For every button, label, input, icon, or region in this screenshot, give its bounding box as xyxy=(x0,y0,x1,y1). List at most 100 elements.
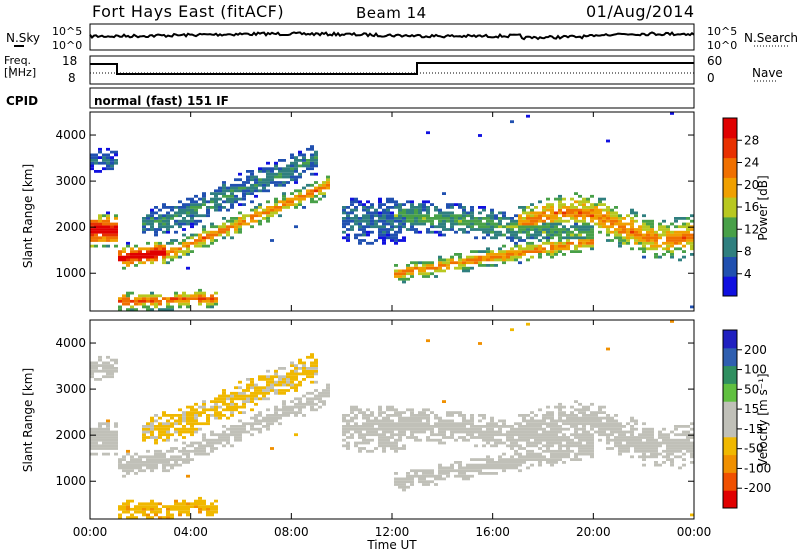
power-cell xyxy=(162,225,166,229)
velocity-cell xyxy=(358,408,362,412)
velocity-cell xyxy=(666,452,670,456)
power-cell xyxy=(222,192,226,195)
nave-lo: 0 xyxy=(707,71,715,85)
power-cell xyxy=(546,239,550,242)
power-cell xyxy=(254,206,258,209)
power-cell xyxy=(250,178,254,182)
power-cell xyxy=(94,161,98,165)
power-cell xyxy=(582,225,586,229)
power-cell xyxy=(106,217,110,220)
power-cell xyxy=(386,228,390,231)
power-cell xyxy=(346,219,350,223)
power-cell xyxy=(510,247,514,251)
power-cell xyxy=(314,200,318,204)
power-cell xyxy=(398,208,402,212)
power-cell xyxy=(374,214,378,218)
velocity-cell xyxy=(422,411,426,414)
velocity-cell xyxy=(514,449,518,453)
power-cell xyxy=(242,203,246,206)
power-cell xyxy=(554,225,558,229)
velocity-cell xyxy=(106,433,110,437)
velocity-cell xyxy=(426,414,430,417)
power-cell xyxy=(302,197,306,201)
power-cell xyxy=(550,236,554,240)
power-cell xyxy=(190,241,194,245)
velocity-cell xyxy=(202,408,206,412)
velocity-cell xyxy=(126,472,130,475)
power-cell xyxy=(354,206,358,209)
power-cell xyxy=(390,200,394,204)
power-cell xyxy=(186,214,190,218)
power-cell xyxy=(574,222,578,226)
velocity-cell xyxy=(546,433,550,437)
power-cell xyxy=(306,164,310,168)
power-cell xyxy=(534,214,538,218)
power-cell xyxy=(590,211,594,215)
velocity-colorbar-tick-label: 100 xyxy=(744,363,767,377)
velocity-cell xyxy=(542,430,546,434)
power-cell xyxy=(122,250,126,253)
power-cell xyxy=(582,208,586,212)
power-cell xyxy=(438,266,442,270)
power-cell xyxy=(442,228,446,231)
velocity-cell xyxy=(654,441,658,445)
velocity-cell xyxy=(110,436,114,439)
velocity-cell xyxy=(634,449,638,453)
velocity-cell xyxy=(546,461,550,464)
velocity-cell xyxy=(406,472,410,475)
velocity-cell xyxy=(550,427,554,431)
power-cell xyxy=(534,247,538,251)
power-cell xyxy=(526,214,530,218)
velocity-cell xyxy=(418,416,422,420)
velocity-cell xyxy=(362,436,366,439)
power-cell xyxy=(158,299,162,303)
power-cell xyxy=(410,272,414,276)
power-cell xyxy=(538,244,542,248)
power-cell xyxy=(158,247,162,251)
power-cell xyxy=(558,197,562,201)
velocity-cell xyxy=(690,427,694,431)
velocity-cell xyxy=(406,425,410,428)
power-cell xyxy=(550,219,554,223)
power-cell xyxy=(162,203,166,206)
power-cell xyxy=(170,208,174,212)
velocity-cell xyxy=(490,444,494,448)
velocity-cell xyxy=(282,405,286,409)
power-cell xyxy=(178,206,182,209)
power-cell xyxy=(442,233,446,237)
power-cell xyxy=(578,244,582,248)
velocity-cell xyxy=(194,411,198,414)
velocity-cell xyxy=(190,505,194,508)
velocity-cell xyxy=(274,414,278,417)
velocity-cell xyxy=(106,367,110,370)
power-cell xyxy=(106,233,110,237)
power-cell xyxy=(666,247,670,251)
velocity-cell xyxy=(426,436,430,439)
velocity-cell xyxy=(198,422,202,426)
velocity-cell xyxy=(230,444,234,448)
power-cell xyxy=(438,214,442,218)
power-cell xyxy=(138,253,142,256)
power-cell xyxy=(386,217,390,220)
velocity-cell xyxy=(558,411,562,414)
power-cell xyxy=(254,194,258,198)
x-axis-label: Time UT xyxy=(366,538,417,552)
velocity-cell xyxy=(186,510,190,514)
velocity-cell xyxy=(162,461,166,464)
velocity-cell xyxy=(566,455,570,459)
velocity-cell xyxy=(686,441,690,445)
power-cell xyxy=(618,236,622,240)
velocity-cell xyxy=(166,425,170,428)
velocity-cell xyxy=(654,463,658,467)
velocity-cell xyxy=(310,355,314,359)
power-cell xyxy=(542,222,546,226)
velocity-cell xyxy=(418,414,422,417)
power-cell xyxy=(622,222,626,226)
power-cell xyxy=(294,181,298,184)
velocity-cell xyxy=(450,427,454,431)
velocity-cell xyxy=(130,461,134,464)
velocity-cell xyxy=(174,447,178,450)
power-cell xyxy=(350,219,354,223)
power-cell xyxy=(130,299,134,303)
power-cell xyxy=(682,255,686,259)
